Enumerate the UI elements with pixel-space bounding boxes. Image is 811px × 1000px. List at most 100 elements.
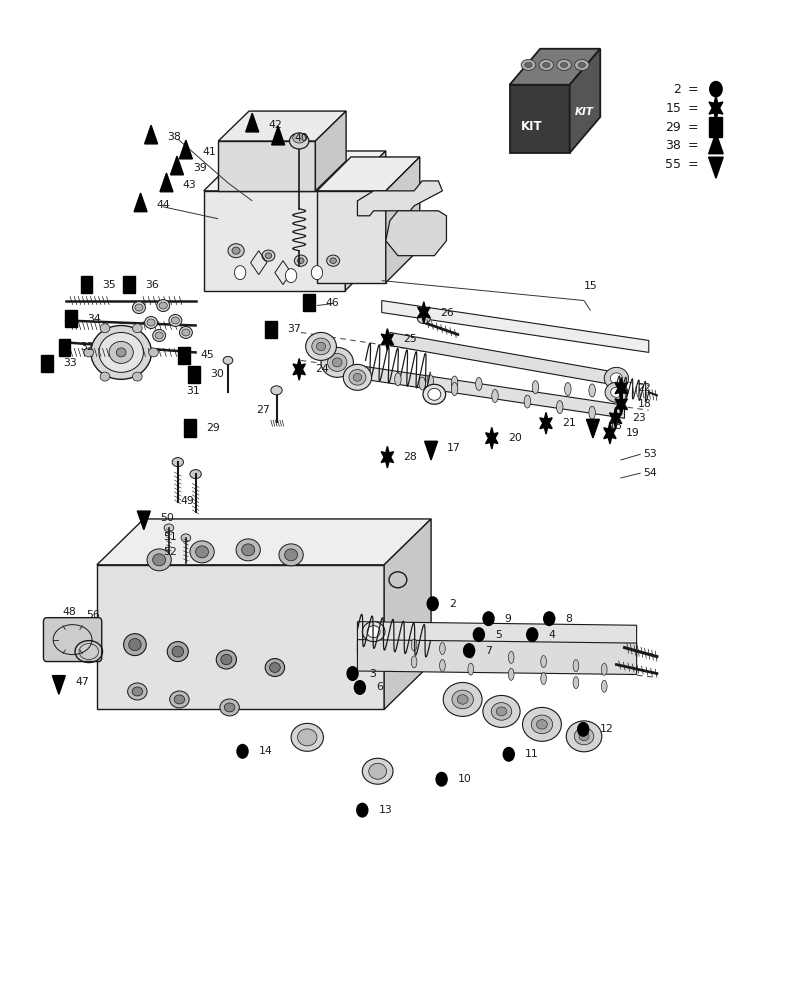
Ellipse shape (483, 695, 520, 727)
Ellipse shape (147, 319, 155, 326)
Ellipse shape (353, 373, 361, 381)
Polygon shape (204, 151, 385, 191)
Bar (80, 276, 92, 293)
Ellipse shape (329, 258, 336, 263)
Ellipse shape (524, 395, 530, 408)
Ellipse shape (601, 663, 607, 675)
Text: 51: 51 (163, 532, 177, 542)
Ellipse shape (610, 387, 621, 397)
Text: 8: 8 (564, 614, 572, 624)
Ellipse shape (427, 375, 433, 388)
Text: 27: 27 (256, 405, 270, 415)
Text: 37: 37 (287, 324, 300, 334)
Text: =: = (687, 139, 697, 152)
Ellipse shape (475, 377, 482, 390)
Ellipse shape (132, 372, 142, 381)
Text: 2: 2 (448, 599, 455, 609)
Ellipse shape (326, 255, 339, 266)
Text: 49: 49 (180, 496, 194, 506)
Text: 18: 18 (637, 399, 650, 409)
Bar (178, 347, 190, 364)
Bar (303, 294, 315, 311)
Circle shape (346, 667, 358, 680)
Polygon shape (144, 125, 157, 144)
Ellipse shape (556, 59, 571, 70)
Ellipse shape (467, 663, 473, 675)
Ellipse shape (439, 660, 444, 671)
Ellipse shape (290, 723, 323, 751)
Ellipse shape (367, 626, 380, 638)
Polygon shape (357, 365, 624, 418)
Ellipse shape (531, 381, 538, 394)
Ellipse shape (573, 677, 578, 689)
Text: KIT: KIT (574, 107, 594, 117)
Polygon shape (708, 96, 722, 120)
Text: 38: 38 (664, 139, 680, 152)
Polygon shape (389, 332, 616, 385)
Polygon shape (179, 140, 192, 159)
Text: 11: 11 (524, 749, 538, 759)
Polygon shape (137, 511, 150, 530)
Ellipse shape (508, 668, 513, 680)
Ellipse shape (316, 342, 325, 351)
Text: 39: 39 (193, 163, 207, 173)
Polygon shape (316, 157, 419, 191)
Ellipse shape (588, 384, 594, 397)
Circle shape (311, 266, 322, 280)
Ellipse shape (394, 373, 401, 386)
Polygon shape (509, 85, 569, 153)
Bar (709, 117, 722, 137)
Ellipse shape (182, 329, 190, 336)
Ellipse shape (439, 643, 444, 655)
Ellipse shape (91, 325, 152, 379)
Polygon shape (272, 126, 285, 145)
Text: 3: 3 (368, 669, 375, 679)
Text: 54: 54 (642, 468, 656, 478)
Ellipse shape (491, 390, 498, 402)
Text: 38: 38 (167, 132, 181, 142)
Text: 4: 4 (547, 630, 555, 640)
Ellipse shape (530, 715, 552, 734)
Text: =: = (687, 158, 697, 171)
Ellipse shape (294, 255, 307, 266)
Bar (123, 276, 135, 293)
Ellipse shape (522, 707, 560, 741)
Polygon shape (52, 676, 65, 694)
Ellipse shape (443, 682, 482, 716)
Circle shape (483, 612, 493, 625)
Ellipse shape (172, 458, 183, 467)
Text: 35: 35 (102, 280, 116, 290)
Text: 9: 9 (504, 614, 511, 624)
Text: =: = (687, 121, 697, 134)
Text: 28: 28 (403, 452, 417, 462)
Ellipse shape (320, 347, 353, 377)
Ellipse shape (167, 642, 188, 662)
Polygon shape (603, 422, 616, 444)
Text: 14: 14 (259, 746, 272, 756)
Text: 43: 43 (182, 180, 196, 190)
Bar (58, 339, 71, 356)
Ellipse shape (410, 656, 416, 668)
Ellipse shape (190, 470, 201, 479)
Ellipse shape (292, 133, 305, 143)
Text: 29: 29 (206, 423, 220, 433)
Bar (184, 419, 195, 437)
Text: 7: 7 (485, 646, 491, 656)
Ellipse shape (269, 663, 280, 672)
Text: 32: 32 (80, 342, 94, 352)
Ellipse shape (297, 729, 316, 746)
Ellipse shape (327, 353, 346, 371)
Polygon shape (246, 113, 259, 132)
Text: 26: 26 (440, 308, 453, 318)
Text: 2: 2 (672, 83, 680, 96)
Text: 33: 33 (62, 358, 76, 368)
Ellipse shape (305, 332, 336, 360)
Ellipse shape (279, 544, 303, 566)
Ellipse shape (574, 59, 589, 70)
Polygon shape (204, 191, 345, 291)
Polygon shape (384, 519, 431, 709)
Circle shape (356, 803, 367, 817)
Circle shape (234, 266, 246, 280)
Ellipse shape (508, 651, 513, 663)
Text: 53: 53 (642, 449, 656, 459)
